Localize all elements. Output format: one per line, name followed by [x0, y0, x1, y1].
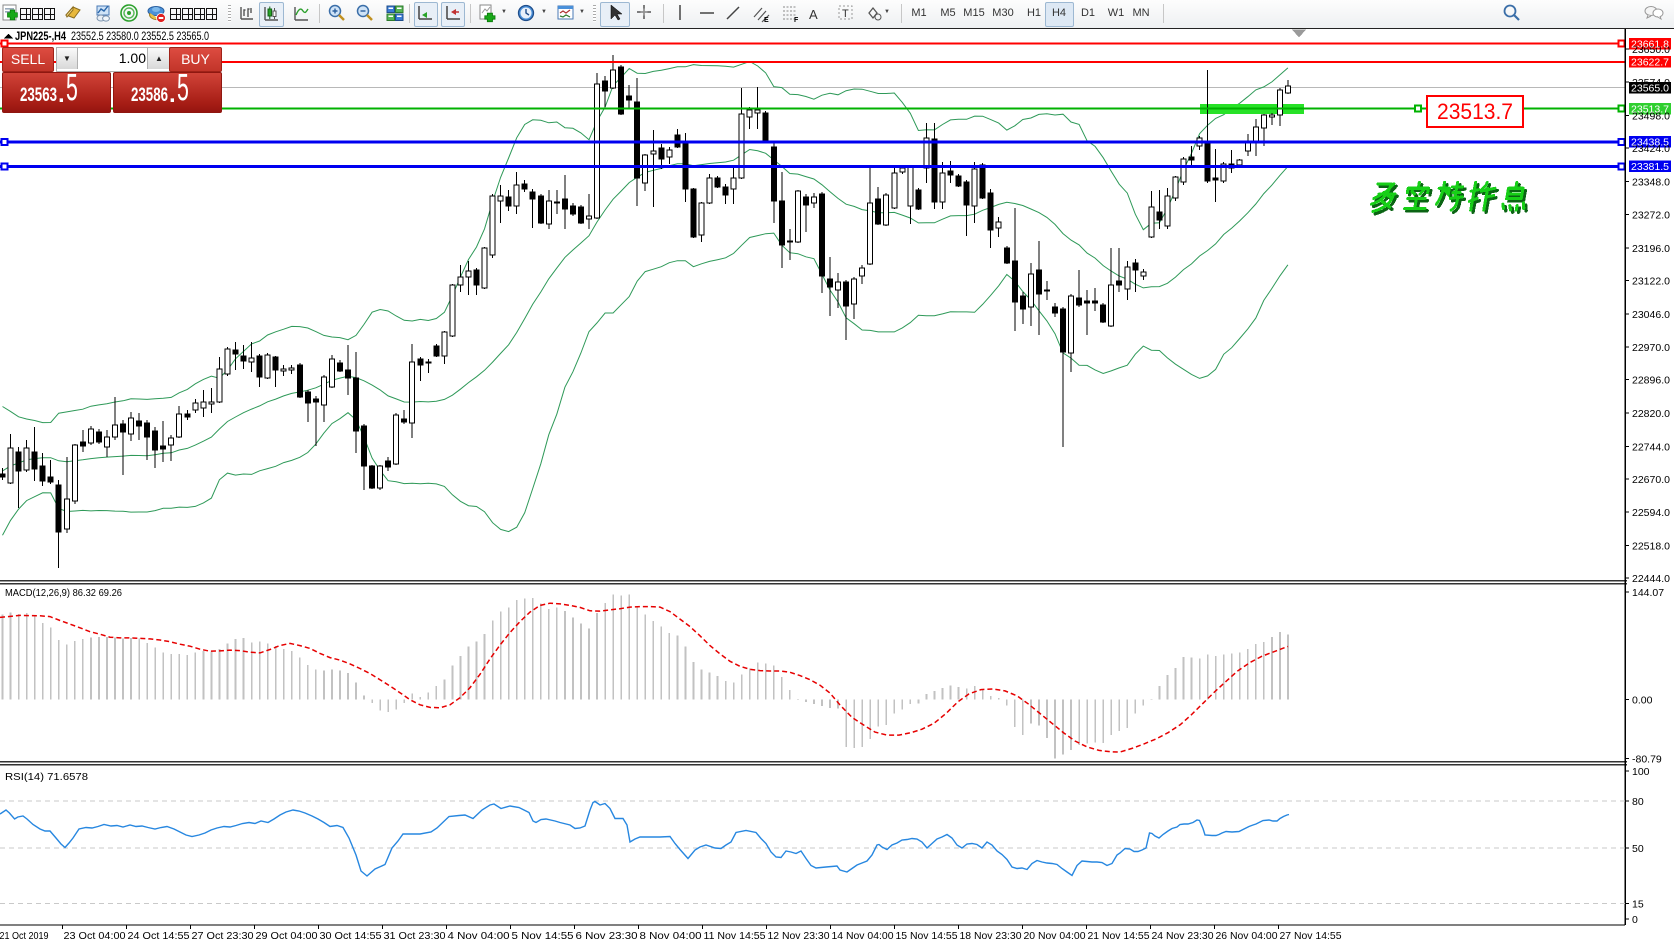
- svg-text:T: T: [842, 8, 849, 20]
- svg-text:23574.0: 23574.0: [1632, 77, 1670, 89]
- svg-text:11 Nov 14:55: 11 Nov 14:55: [704, 930, 766, 942]
- svg-text:6 Nov 23:30: 6 Nov 23:30: [576, 930, 638, 942]
- svg-text:24 Nov 23:30: 24 Nov 23:30: [1152, 930, 1214, 942]
- svg-text:RSI(14) 71.6578: RSI(14) 71.6578: [5, 771, 88, 783]
- svg-text:15: 15: [1632, 898, 1644, 910]
- svg-text:22820.0: 22820.0: [1632, 408, 1670, 420]
- svg-text:23565.0: 23565.0: [1631, 82, 1669, 94]
- svg-text:23272.0: 23272.0: [1632, 210, 1670, 222]
- svg-text:24 Oct 14:55: 24 Oct 14:55: [128, 930, 190, 942]
- svg-text:80: 80: [1632, 796, 1644, 808]
- svg-text:F: F: [794, 17, 799, 24]
- svg-text:5 Nov 14:55: 5 Nov 14:55: [512, 930, 574, 942]
- svg-text:14 Nov 04:00: 14 Nov 04:00: [832, 930, 894, 942]
- svg-text:31 Oct 23:30: 31 Oct 23:30: [384, 930, 446, 942]
- svg-text:12 Nov 23:30: 12 Nov 23:30: [768, 930, 830, 942]
- svg-text:23196.0: 23196.0: [1632, 243, 1670, 255]
- svg-text:23622.7: 23622.7: [1631, 57, 1669, 69]
- svg-text:26 Nov 04:00: 26 Nov 04:00: [1216, 930, 1278, 942]
- svg-text:22444.0: 22444.0: [1632, 573, 1670, 585]
- svg-text:22594.0: 22594.0: [1632, 507, 1670, 519]
- svg-text:23 Oct 04:00: 23 Oct 04:00: [64, 930, 126, 942]
- svg-text:27 Oct 23:30: 27 Oct 23:30: [192, 930, 254, 942]
- svg-text:23552.5 23580.0 23552.5 23565.: 23552.5 23580.0 23552.5 23565.0: [71, 31, 209, 43]
- svg-text:23046.0: 23046.0: [1632, 309, 1670, 321]
- svg-text:27 Nov 14:55: 27 Nov 14:55: [1280, 930, 1342, 942]
- svg-text:0: 0: [1632, 914, 1638, 926]
- svg-text:23424.0: 23424.0: [1632, 143, 1670, 155]
- svg-text:23438.5: 23438.5: [1631, 137, 1669, 149]
- svg-text:23348.0: 23348.0: [1632, 176, 1670, 188]
- svg-text:4 Nov 04:00: 4 Nov 04:00: [448, 930, 510, 942]
- svg-text:29 Oct 04:00: 29 Oct 04:00: [256, 930, 318, 942]
- svg-text:100: 100: [1632, 766, 1650, 778]
- svg-text:15 Nov 14:55: 15 Nov 14:55: [896, 930, 958, 942]
- svg-text:22670.0: 22670.0: [1632, 474, 1670, 486]
- svg-text:JPN225-,H4: JPN225-,H4: [15, 31, 66, 43]
- svg-text:22518.0: 22518.0: [1632, 541, 1670, 553]
- svg-text:E: E: [764, 17, 769, 24]
- svg-text:22970.0: 22970.0: [1632, 342, 1670, 354]
- svg-text:23498.0: 23498.0: [1632, 111, 1670, 123]
- svg-text:144.07: 144.07: [1632, 587, 1664, 599]
- svg-text:22744.0: 22744.0: [1632, 441, 1670, 453]
- svg-text:0.00: 0.00: [1632, 695, 1653, 707]
- svg-text:21 Oct 2019: 21 Oct 2019: [0, 930, 49, 942]
- svg-text:30 Oct 14:55: 30 Oct 14:55: [320, 930, 382, 942]
- svg-text:MACD(12,26,9) 86.32 69.26: MACD(12,26,9) 86.32 69.26: [5, 587, 122, 599]
- svg-text:23661.8: 23661.8: [1631, 38, 1669, 50]
- svg-text:18 Nov 23:30: 18 Nov 23:30: [960, 930, 1022, 942]
- svg-text:-80.79: -80.79: [1632, 753, 1662, 765]
- svg-text:20 Nov 04:00: 20 Nov 04:00: [1024, 930, 1086, 942]
- svg-text:23381.5: 23381.5: [1631, 161, 1669, 173]
- svg-text:23513.7: 23513.7: [1631, 103, 1669, 115]
- svg-text:23513.7: 23513.7: [1437, 99, 1513, 124]
- svg-text:22896.0: 22896.0: [1632, 375, 1670, 387]
- svg-text:23122.0: 23122.0: [1632, 276, 1670, 288]
- svg-text:8 Nov 04:00: 8 Nov 04:00: [640, 930, 702, 942]
- svg-text:23650.0: 23650.0: [1632, 44, 1670, 56]
- svg-text:50: 50: [1632, 843, 1644, 855]
- svg-text:21 Nov 14:55: 21 Nov 14:55: [1088, 930, 1150, 942]
